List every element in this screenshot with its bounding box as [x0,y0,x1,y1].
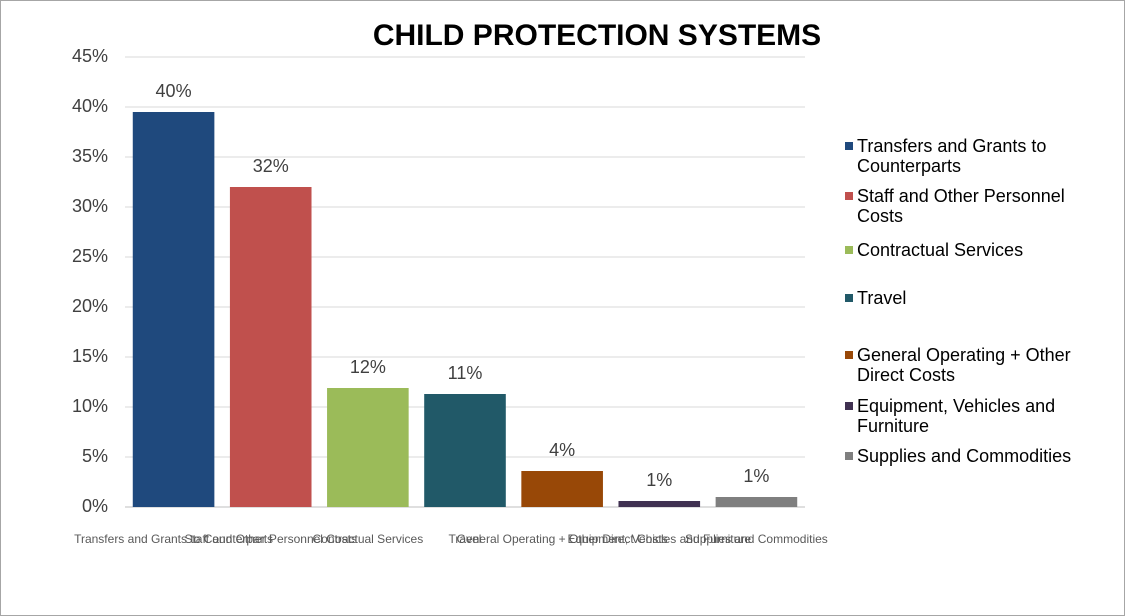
legend-label: Staff and Other Personnel Costs [857,186,1065,226]
legend-item: Contractual Services [845,240,1110,260]
legend-swatch [845,351,853,359]
y-tick-label: 40% [72,96,108,116]
data-label: 4% [549,440,575,460]
y-tick-label: 30% [72,196,108,216]
legend-swatch [845,452,853,460]
legend-swatch [845,402,853,410]
data-label: 11% [448,363,483,383]
legend-label: Contractual Services [857,240,1024,260]
legend-swatch [845,246,853,254]
legend-item: Transfers and Grants to Counterparts [845,136,1110,176]
legend-item: Supplies and Commodities [845,446,1110,466]
x-tick-label: Staff and Other Personnel Costs [184,532,357,546]
legend-swatch [845,294,853,302]
y-tick-label: 15% [72,346,108,366]
legend-item: General Operating + Other Direct Costs [845,345,1110,385]
y-tick-label: 25% [72,246,108,266]
y-tick-label: 5% [82,446,108,466]
x-tick-label: Equipment, Vehicles and Furniture [568,532,752,546]
data-label: 12% [350,357,386,377]
bar [521,471,603,507]
bar [424,394,506,507]
y-tick-label: 10% [72,396,108,416]
bar [229,187,312,507]
y-tick-label: 45% [72,46,108,66]
x-tick-label: Transfers and Grants to Counterparts [74,532,273,546]
data-label: 1% [743,466,769,486]
legend-swatch [845,192,853,200]
y-tick-label: 35% [72,146,108,166]
bar [327,388,409,507]
bar [132,112,215,507]
data-label: 32% [253,156,289,176]
y-tick-label: 20% [72,296,108,316]
legend-item: Staff and Other Personnel Costs [845,186,1110,226]
bar [715,497,798,507]
legend-label: Equipment, Vehicles and Furniture [857,396,1056,436]
data-label: 1% [646,470,672,490]
legend-item: Travel [845,288,1110,308]
legend-item: Equipment, Vehicles and Furniture [845,396,1110,436]
legend-swatch [845,142,853,150]
data-label: 40% [156,81,192,101]
x-tick-label: Contractual Services [312,532,423,546]
legend-label: Transfers and Grants to Counterparts [857,136,1047,176]
chart-title: CHILD PROTECTION SYSTEMS [373,19,821,52]
y-tick-label: 0% [82,496,108,516]
legend-label: Travel [857,288,907,308]
bar [618,501,701,507]
x-tick-label: Travel [449,532,482,546]
x-tick-label: Supplies and Commodities [685,532,828,546]
x-tick-label: General Operating + Other Direct Costs [457,532,668,546]
legend-label: Supplies and Commodities [857,446,1072,466]
legend-label: General Operating + Other Direct Costs [857,345,1071,385]
